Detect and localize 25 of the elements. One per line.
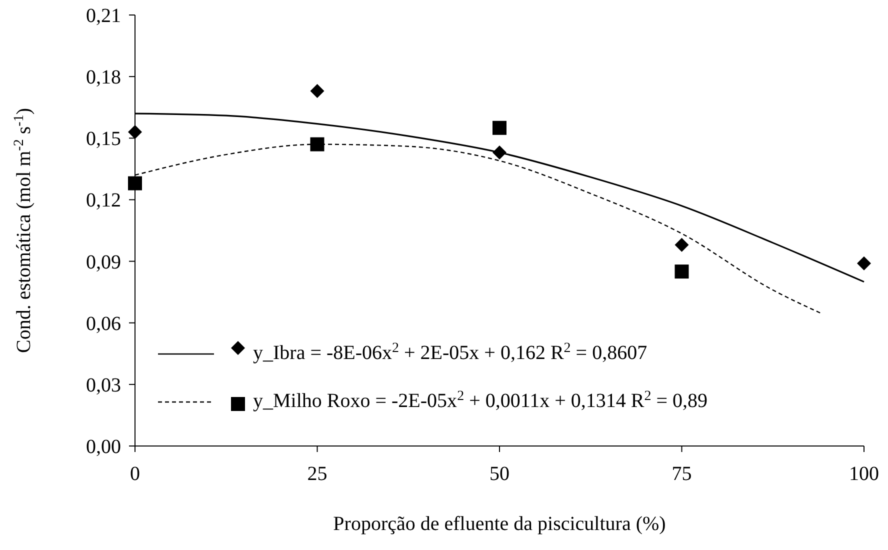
point <box>128 176 142 190</box>
point <box>310 84 324 98</box>
y-tick-label: 0,21 <box>86 5 121 27</box>
point <box>492 120 506 135</box>
legend-label: y_Milho Roxo = -2E-05x$^{2}$ + 0,0011x + 0,1314 R$^{2}$ = 0,89 <box>253 388 708 412</box>
y-tick-label: 0,18 <box>86 66 121 89</box>
x-tick-label: 0 <box>130 463 140 485</box>
x-axis-title: Proporção de efluente da piscicultura (%) <box>333 513 666 535</box>
legend-label: y_Ibra = -8E-06x$^{2}$ + 2E-05x + 0,162 R$^{2}$ = 0,8607 <box>253 340 648 364</box>
y-tick-label: 0,12 <box>86 190 121 212</box>
x-tick-label: 75 <box>672 463 692 485</box>
x-tick-label: 50 <box>490 463 510 485</box>
point <box>857 256 871 270</box>
point <box>492 146 506 160</box>
y-tick-label: 0,15 <box>86 128 121 150</box>
y-tick-label: 0,00 <box>86 436 121 458</box>
point <box>674 238 689 252</box>
point <box>674 264 689 279</box>
point <box>128 124 142 139</box>
y-tick-label: 0,06 <box>86 312 121 335</box>
x-tick-label: 25 <box>307 463 328 485</box>
y-tick-label: 0,09 <box>86 251 121 274</box>
x-tick-label: 100 <box>849 463 879 485</box>
y-tick-label: 0,03 <box>86 374 121 396</box>
point <box>310 137 324 152</box>
